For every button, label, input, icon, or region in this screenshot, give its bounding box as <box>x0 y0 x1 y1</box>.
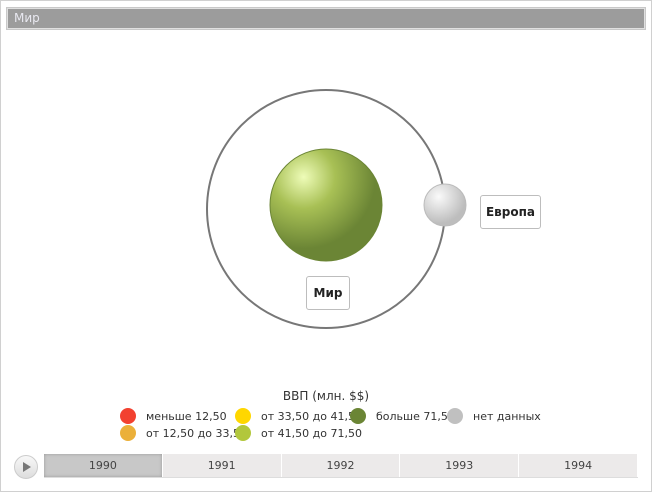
legend-dot <box>350 408 366 424</box>
play-button[interactable] <box>14 455 38 479</box>
title-bar: Мир <box>6 7 646 30</box>
timeline-year-1993[interactable]: 1993 <box>400 454 520 477</box>
timeline-year-1994[interactable]: 1994 <box>519 454 638 477</box>
legend-label: от 33,50 до 41,50 <box>261 409 362 423</box>
bubble-europe[interactable] <box>423 183 467 227</box>
legend-dot <box>120 425 136 441</box>
legend-item: нет данных <box>447 408 541 424</box>
legend-dot <box>235 425 251 441</box>
label-europe: Европа <box>480 195 541 229</box>
legend-item: больше 71,50 <box>350 408 455 424</box>
legend-title: ВВП (млн. $$) <box>282 389 370 403</box>
legend-label: меньше 12,50 <box>146 409 227 423</box>
label-mir: Мир <box>306 276 350 310</box>
timeline[interactable]: 1990 1991 1992 1993 1994 <box>44 454 638 478</box>
timeline-year-1991[interactable]: 1991 <box>163 454 282 477</box>
legend-dot <box>235 408 251 424</box>
legend-label: нет данных <box>473 409 541 423</box>
legend-dot <box>120 408 136 424</box>
legend-item: от 41,50 до 71,50 <box>235 425 362 441</box>
timeline-year-1992[interactable]: 1992 <box>282 454 401 477</box>
title-text: Мир <box>14 11 40 25</box>
bubble-mir[interactable] <box>269 148 383 262</box>
legend-item: меньше 12,50 <box>120 408 227 424</box>
legend-label: от 41,50 до 71,50 <box>261 426 362 440</box>
legend-item: от 12,50 до 33,50 <box>120 425 247 441</box>
legend-label: больше 71,50 <box>376 409 455 423</box>
timeline-year-1990[interactable]: 1990 <box>44 454 163 477</box>
legend-item: от 33,50 до 41,50 <box>235 408 362 424</box>
legend-label: от 12,50 до 33,50 <box>146 426 247 440</box>
legend-dot <box>447 408 463 424</box>
